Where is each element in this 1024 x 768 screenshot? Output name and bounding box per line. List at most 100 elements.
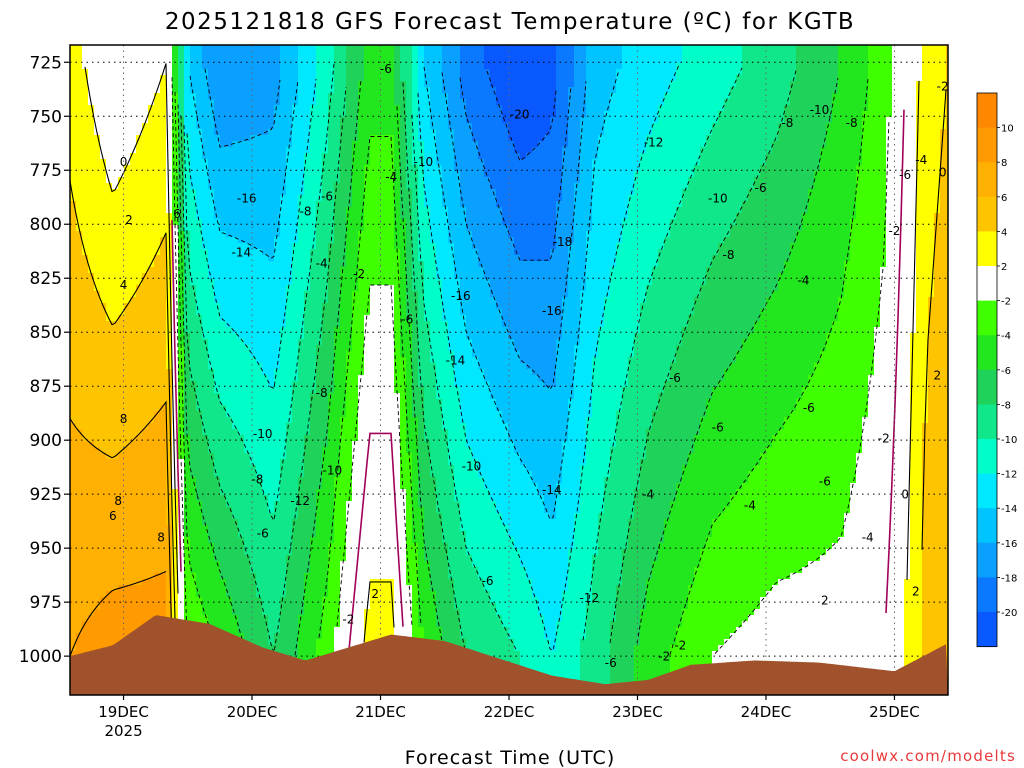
heatmap-cell <box>220 519 227 526</box>
heatmap-cell <box>142 453 149 460</box>
heatmap-cell <box>286 435 293 442</box>
heatmap-cell <box>310 651 317 658</box>
heatmap-cell <box>316 81 323 88</box>
heatmap-cell <box>322 381 329 388</box>
heatmap-cell <box>148 513 155 520</box>
heatmap-cell <box>208 357 215 364</box>
heatmap-cell <box>274 555 281 562</box>
heatmap-cell <box>148 411 155 418</box>
heatmap-cell <box>118 93 125 100</box>
heatmap-cell <box>256 555 263 562</box>
heatmap-cell <box>256 489 263 496</box>
heatmap-cell <box>148 525 155 532</box>
heatmap-cell <box>280 429 287 436</box>
heatmap-cell <box>340 189 347 196</box>
heatmap-cell <box>268 141 275 148</box>
heatmap-cell <box>286 489 293 496</box>
heatmap-cell <box>280 531 287 538</box>
heatmap-cell <box>184 417 191 424</box>
heatmap-cell <box>88 447 95 454</box>
heatmap-cell <box>256 153 263 160</box>
heatmap-cell <box>142 117 149 124</box>
heatmap-cell <box>82 501 89 508</box>
heatmap-cell <box>142 597 149 604</box>
heatmap-cell <box>232 609 239 616</box>
heatmap-cell <box>196 465 203 472</box>
heatmap-cell <box>202 213 209 220</box>
heatmap-cell <box>70 369 77 376</box>
heatmap-cell <box>160 249 167 256</box>
heatmap-cell <box>268 615 275 622</box>
heatmap-cell <box>142 495 149 502</box>
heatmap-cell <box>298 579 305 586</box>
heatmap-cell <box>298 93 305 100</box>
heatmap-cell <box>214 399 221 406</box>
heatmap-cell <box>334 633 341 640</box>
heatmap-cell <box>82 381 89 388</box>
heatmap-cell <box>124 321 131 328</box>
heatmap-cell <box>226 273 233 280</box>
heatmap-cell <box>328 153 335 160</box>
heatmap-cell <box>196 123 203 130</box>
heatmap-cell <box>190 99 197 106</box>
heatmap-cell <box>142 417 149 424</box>
heatmap-cell <box>166 285 173 292</box>
heatmap-cell <box>130 621 137 628</box>
heatmap-cell <box>322 531 329 538</box>
heatmap-cell <box>196 525 203 532</box>
heatmap-cell <box>136 549 143 556</box>
heatmap-cell <box>94 645 101 652</box>
heatmap-cell <box>298 495 305 502</box>
heatmap-cell <box>202 405 209 412</box>
heatmap-cell <box>238 477 245 484</box>
heatmap-cell <box>196 363 203 370</box>
heatmap-cell <box>142 381 149 388</box>
heatmap-cell <box>304 633 311 640</box>
heatmap-cell <box>244 327 251 334</box>
heatmap-cell <box>100 123 107 130</box>
heatmap-cell <box>124 297 131 304</box>
heatmap-cell <box>100 45 107 52</box>
heatmap-cell <box>316 117 323 124</box>
heatmap-cell <box>226 57 233 64</box>
heatmap-cell <box>268 585 275 592</box>
heatmap-cell <box>88 147 95 154</box>
heatmap-cell <box>136 123 143 130</box>
heatmap-cell <box>274 579 281 586</box>
heatmap-cell <box>196 159 203 166</box>
heatmap-cell <box>232 171 239 178</box>
heatmap-cell <box>280 639 287 646</box>
heatmap-cell <box>274 225 281 232</box>
heatmap-cell <box>298 213 305 220</box>
heatmap-cell <box>232 447 239 454</box>
heatmap-cell <box>190 417 197 424</box>
heatmap-cell <box>166 261 173 268</box>
heatmap-cell <box>106 147 113 154</box>
heatmap-cell <box>196 141 203 148</box>
heatmap-cell <box>142 93 149 100</box>
heatmap-cell <box>94 51 101 58</box>
heatmap-cell <box>262 627 269 634</box>
heatmap-cell <box>232 411 239 418</box>
heatmap-cell <box>250 195 257 202</box>
heatmap-cell <box>202 459 209 466</box>
heatmap-cell <box>334 573 341 580</box>
heatmap-cell <box>70 243 77 250</box>
heatmap-cell <box>172 519 179 526</box>
heatmap-cell <box>178 219 185 226</box>
heatmap-cell <box>316 417 323 424</box>
heatmap-cell <box>136 609 143 616</box>
heatmap-cell <box>226 69 233 76</box>
heatmap-cell <box>160 531 167 538</box>
heatmap-cell <box>292 633 299 640</box>
heatmap-cell <box>292 333 299 340</box>
heatmap-cell <box>280 237 287 244</box>
heatmap-cell <box>118 525 125 532</box>
heatmap-cell <box>208 183 215 190</box>
heatmap-cell <box>136 75 143 82</box>
heatmap-cell <box>316 543 323 550</box>
heatmap-cell <box>286 375 293 382</box>
heatmap-cell <box>100 273 107 280</box>
heatmap-cell <box>172 567 179 574</box>
heatmap-cell <box>136 441 143 448</box>
